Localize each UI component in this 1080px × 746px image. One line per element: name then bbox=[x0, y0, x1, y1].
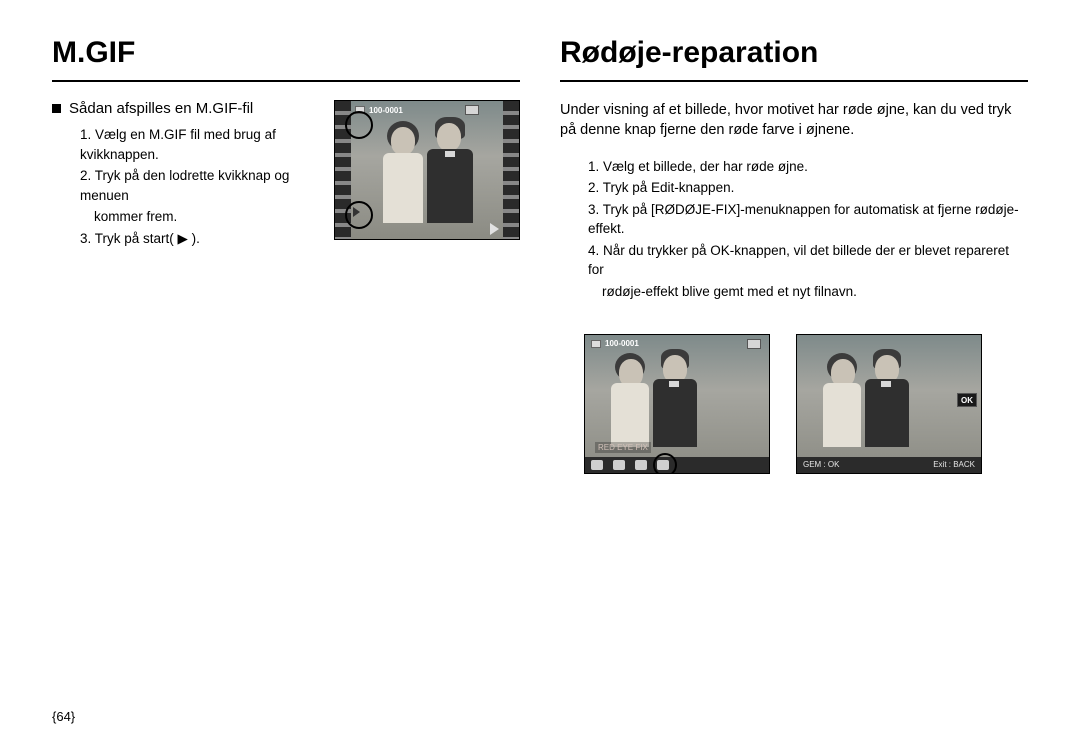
file-label: 100-0001 bbox=[605, 339, 639, 348]
file-label: 100-0001 bbox=[369, 106, 403, 115]
photo-area bbox=[351, 101, 503, 239]
tool-icon bbox=[613, 460, 625, 470]
right-intro: Under visning af et billede, hvor motive… bbox=[560, 100, 1028, 141]
dress-shape bbox=[611, 383, 649, 447]
highlight-circle-icon bbox=[653, 453, 677, 474]
ok-badge: OK bbox=[957, 393, 977, 407]
play-icon bbox=[353, 207, 360, 217]
bowtie-shape bbox=[881, 381, 891, 387]
face-shape bbox=[437, 123, 461, 151]
left-steps: 1. Vælg en M.GIF fil med brug af kvikkna… bbox=[52, 125, 316, 248]
redeye-caption: RED EYE FIX bbox=[595, 442, 651, 453]
highlight-circle-icon bbox=[345, 111, 373, 139]
right-step: 3. Tryk på [RØDØJE-FIX]-menuknappen for … bbox=[588, 200, 1028, 239]
left-step: 3. Tryk på start( ▶ ). bbox=[80, 229, 316, 249]
photo-area bbox=[797, 335, 981, 473]
couple-illustration bbox=[817, 351, 971, 455]
left-step-cont: kommer frem. bbox=[80, 207, 316, 227]
redeye-screen-after: OK GEM : OK Exit : BACK bbox=[796, 334, 982, 474]
tool-icon bbox=[635, 460, 647, 470]
right-step: 4. Når du trykker på OK-knappen, vil det… bbox=[588, 241, 1028, 280]
save-label: GEM : OK bbox=[803, 460, 839, 469]
redeye-screen-before: 100-0001 RED EYE FIX bbox=[584, 334, 770, 474]
exit-label: Exit : BACK bbox=[933, 460, 975, 469]
right-column: Rødøje-reparation Under visning af et bi… bbox=[560, 36, 1028, 474]
left-title: M.GIF bbox=[52, 36, 520, 76]
tool-icon bbox=[591, 460, 603, 470]
couple-illustration bbox=[605, 351, 759, 455]
dress-shape bbox=[823, 383, 861, 447]
folder-icon bbox=[591, 340, 601, 348]
right-step: 1. Vælg et billede, der har røde øjne. bbox=[588, 157, 1028, 177]
mgif-screen: 100-0001 bbox=[334, 100, 520, 240]
right-steps: 1. Vælg et billede, der har røde øjne. 2… bbox=[560, 157, 1028, 302]
left-column: M.GIF Sådan afspilles en M.GIF-fil 1. Væ… bbox=[52, 36, 520, 474]
left-rule bbox=[52, 80, 520, 82]
face-shape bbox=[391, 127, 415, 155]
screen-topbar: 100-0001 bbox=[355, 103, 499, 117]
play-badge-icon bbox=[465, 105, 479, 115]
left-subtitle-text: Sådan afspilles en M.GIF-fil bbox=[69, 100, 253, 117]
suit-shape bbox=[653, 379, 697, 447]
bullet-square-icon bbox=[52, 104, 61, 113]
bottom-toolbar bbox=[585, 457, 769, 473]
bowtie-shape bbox=[445, 151, 455, 157]
right-step-cont: rødøje-effekt blive gemt med et nyt filn… bbox=[588, 282, 1028, 302]
page-number: {64} bbox=[52, 709, 75, 724]
play-corner-icon bbox=[490, 223, 499, 235]
dress-shape bbox=[383, 153, 423, 223]
play-badge-icon bbox=[747, 339, 761, 349]
left-step: 2. Tryk på den lodrette kvikknap og menu… bbox=[80, 166, 316, 205]
suit-shape bbox=[865, 379, 909, 447]
couple-illustration bbox=[377, 119, 493, 233]
left-subtitle: Sådan afspilles en M.GIF-fil bbox=[52, 100, 316, 117]
left-step: 1. Vælg en M.GIF fil med brug af kvikkna… bbox=[80, 125, 316, 164]
right-step: 2. Tryk på Edit-knappen. bbox=[588, 178, 1028, 198]
film-rail-icon bbox=[503, 101, 519, 239]
right-rule bbox=[560, 80, 1028, 82]
right-title: Rødøje-reparation bbox=[560, 36, 1028, 76]
screen-topbar: 100-0001 bbox=[591, 337, 763, 351]
bowtie-shape bbox=[669, 381, 679, 387]
bottom-toolbar: GEM : OK Exit : BACK bbox=[797, 457, 981, 473]
suit-shape bbox=[427, 149, 473, 223]
